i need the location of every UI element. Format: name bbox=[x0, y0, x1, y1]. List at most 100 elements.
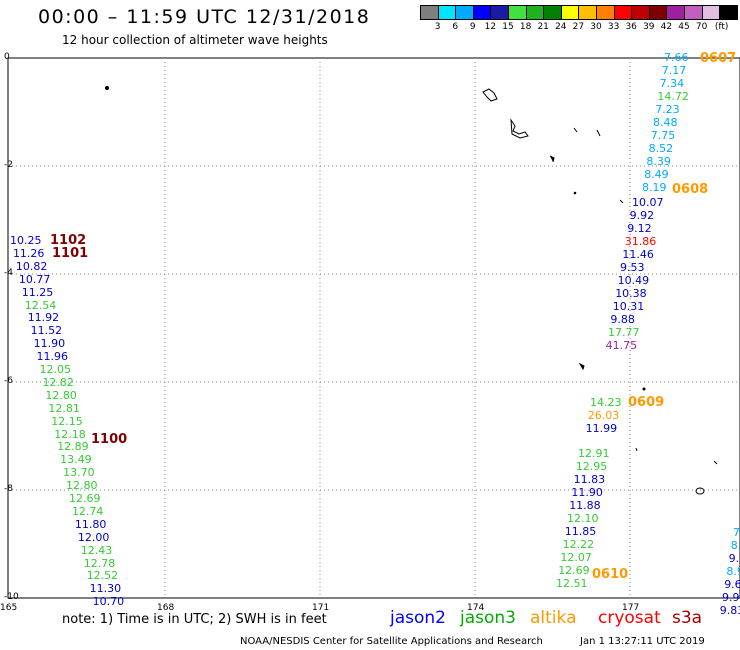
swh-value: 12.80 bbox=[66, 479, 98, 493]
swh-value: 26.03 bbox=[587, 409, 620, 422]
y-tick-m6: -6 bbox=[4, 376, 13, 386]
swh-value: 12.78 bbox=[83, 556, 116, 570]
swh-value: 11.80 bbox=[74, 517, 107, 531]
swh-value: 13.70 bbox=[63, 466, 95, 480]
swh-value: 12.18 bbox=[54, 427, 86, 441]
credits: NOAA/NESDIS Center for Satellite Applica… bbox=[240, 636, 543, 647]
footer-note: note: 1) Time is in UTC; 2) SWH is in fe… bbox=[62, 612, 327, 627]
swh-value: 12.10 bbox=[567, 512, 599, 525]
colorbar-label: 21 bbox=[537, 22, 549, 32]
legend-altika: altika bbox=[530, 608, 577, 628]
swh-value: 11.85 bbox=[564, 525, 597, 538]
swh-value: 8. bbox=[730, 539, 740, 552]
wave-height-colorbar: 3 6 9 12 15 18 21 24 27 30 33 36 39 42 45 70 (ft) bbox=[420, 5, 740, 35]
swh-value: 12.00 bbox=[77, 530, 110, 544]
x-tick-171: 171 bbox=[312, 603, 330, 613]
map-title: 00:00 – 11:59 UTC 12/31/2018 bbox=[38, 6, 371, 28]
orbit-pass-label: 1102 bbox=[50, 233, 87, 248]
orbit-pass-label: 1100 bbox=[91, 432, 128, 447]
swh-value: 9. bbox=[728, 552, 740, 565]
colorbar-label: 9 bbox=[469, 22, 476, 32]
swh-value: 8.52 bbox=[648, 142, 674, 155]
y-tick-m8: -8 bbox=[4, 484, 13, 494]
map-subtitle: 12 hour collection of altimeter wave hei… bbox=[62, 33, 328, 47]
swh-value: 41.75 bbox=[605, 339, 638, 352]
swh-value: 12.43 bbox=[80, 543, 113, 557]
x-tick-165: 165 bbox=[0, 603, 18, 613]
swh-value: 10.25 bbox=[10, 234, 42, 247]
swh-value: 8.48 bbox=[653, 116, 678, 129]
colorbar-label: 45 bbox=[678, 22, 690, 32]
colorbar-label: 36 bbox=[625, 22, 637, 32]
colorbar-label: 18 bbox=[519, 22, 532, 32]
swh-value: 11.96 bbox=[36, 350, 69, 364]
swh-value: 8.49 bbox=[644, 168, 669, 181]
swh-value: 11.83 bbox=[573, 473, 606, 486]
colorbar-label: 33 bbox=[607, 22, 620, 32]
swh-value: 7.34 bbox=[659, 77, 685, 90]
colorbar-label: 15 bbox=[502, 22, 514, 32]
swh-value: 10.77 bbox=[18, 272, 51, 286]
orbit-pass-label: 0610 bbox=[592, 567, 629, 582]
x-tick-174: 174 bbox=[467, 603, 485, 613]
legend-s3a: s3a bbox=[672, 608, 703, 628]
swh-value: 9.83 bbox=[719, 604, 740, 617]
swh-value: 10.49 bbox=[617, 274, 650, 287]
colorbar-label: (ft) bbox=[714, 22, 729, 32]
swh-value: 12.52 bbox=[86, 569, 119, 583]
swh-value: 11.46 bbox=[622, 248, 654, 261]
swh-value: 11.26 bbox=[12, 246, 45, 260]
swh-value: 7 bbox=[733, 526, 740, 539]
swh-value: 9.12 bbox=[627, 222, 652, 235]
swh-value: 7.17 bbox=[661, 64, 687, 77]
swh-value: 10.07 bbox=[632, 196, 664, 209]
colorbar-label: 6 bbox=[452, 22, 459, 32]
swh-value: 9.88 bbox=[610, 313, 635, 326]
swh-value: 12.81 bbox=[48, 401, 80, 415]
swh-value: 12.95 bbox=[575, 460, 608, 473]
swh-value: 9.53 bbox=[620, 261, 645, 274]
colorbar-label: 12 bbox=[484, 22, 497, 32]
swh-value: 14.72 bbox=[657, 90, 689, 103]
swh-value: 9.6 bbox=[724, 578, 740, 591]
colorbar-label: 42 bbox=[660, 22, 673, 32]
islands bbox=[105, 86, 718, 495]
swh-value: 12.91 bbox=[578, 447, 610, 460]
orbit-pass-label: 0607 bbox=[700, 51, 737, 66]
swh-value: 12.89 bbox=[57, 440, 89, 454]
x-tick-168: 168 bbox=[157, 603, 175, 613]
swh-value: 9.92 bbox=[629, 209, 655, 222]
swh-value: 11.30 bbox=[89, 582, 122, 596]
swh-value: 12.05 bbox=[39, 363, 72, 376]
swh-value: 7.66 bbox=[664, 51, 689, 64]
swh-value: 7.75 bbox=[650, 129, 676, 142]
swh-value: 7.23 bbox=[655, 103, 680, 116]
swh-value: 12.54 bbox=[24, 298, 57, 312]
swh-value: 12.69 bbox=[69, 492, 101, 505]
swh-value: 31.86 bbox=[624, 235, 657, 248]
swh-value: 12.69 bbox=[558, 564, 590, 577]
colorbar-swatch bbox=[719, 5, 738, 20]
swh-value: 11.25 bbox=[21, 285, 54, 299]
swh-value: 17.77 bbox=[608, 326, 640, 339]
orbit-pass-label: 1101 bbox=[52, 246, 89, 261]
swh-value: 10.38 bbox=[615, 287, 647, 300]
colorbar-label: 30 bbox=[590, 22, 602, 32]
orbit-pass-label: 0608 bbox=[672, 182, 709, 197]
swh-value: 11.90 bbox=[33, 337, 66, 351]
swh-value: 12.80 bbox=[45, 388, 77, 402]
orbit-pass-label: 0609 bbox=[628, 395, 665, 410]
colorbar-label: 3 bbox=[434, 22, 441, 32]
swh-value: 12.74 bbox=[71, 504, 104, 518]
swh-value: 14.23 bbox=[590, 396, 622, 409]
swh-value: 13.49 bbox=[60, 453, 92, 467]
swh-value: 10.31 bbox=[612, 300, 645, 313]
swh-value: 11.52 bbox=[30, 324, 63, 338]
plot-frame bbox=[7, 57, 740, 599]
swh-value: 10.82 bbox=[15, 259, 48, 273]
timestamp: Jan 1 13:27:11 UTC 2019 bbox=[580, 636, 705, 647]
swh-value: 10.70 bbox=[92, 595, 125, 609]
swh-value: 12.22 bbox=[562, 538, 595, 551]
legend-jason3: jason3 bbox=[460, 608, 516, 628]
y-tick-0: 0 bbox=[4, 52, 10, 62]
